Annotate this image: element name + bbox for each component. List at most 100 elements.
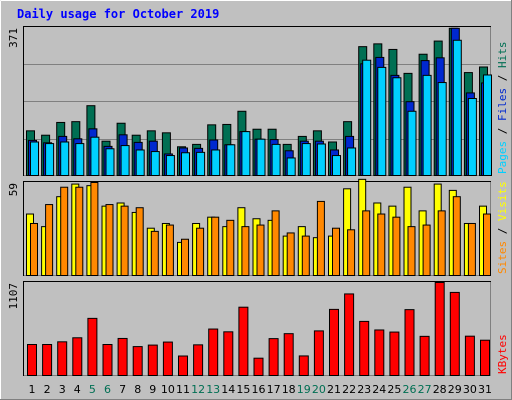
bar-sites-day-27: [422, 224, 431, 277]
legend-item-visits_sites-1: /: [496, 221, 509, 241]
bar-sites-day-24: [377, 213, 386, 276]
bar-pages-day-7: [120, 145, 130, 176]
legend-hits_files_pages: Pages / Files / Hits: [496, 42, 509, 175]
day-label-11: 11: [176, 383, 190, 396]
y-axis-labels: 371 59 1107: [7, 28, 20, 310]
day-label-30: 30: [463, 383, 477, 396]
bar-kbytes-day-24: [374, 329, 385, 376]
day-label-20: 20: [312, 383, 326, 396]
bar-pages-day-24: [377, 66, 387, 176]
bar-kbytes-day-11: [178, 355, 188, 377]
bar-kbytes-day-7: [117, 337, 128, 377]
chart-title: Daily usage for October 2019: [17, 7, 219, 21]
plot-area: [24, 27, 492, 377]
bar-sites-day-12: [196, 227, 205, 277]
bar-pages-day-27: [422, 74, 432, 176]
bar-pages-day-29: [452, 39, 462, 176]
day-label-14: 14: [221, 383, 235, 396]
bar-sites-day-22: [347, 229, 356, 276]
day-label-13: 13: [206, 383, 220, 396]
day-label-19: 19: [297, 383, 311, 396]
legend-item-kbytes-0: KBytes: [496, 334, 509, 374]
bar-sites-day-6: [105, 204, 114, 276]
bar-sites-day-11: [181, 238, 189, 276]
bar-pages-day-5: [90, 136, 100, 177]
bar-pages-day-9: [150, 151, 160, 177]
bar-sites-day-15: [241, 226, 250, 276]
bar-sites-day-7: [120, 205, 129, 277]
bar-sites-day-19: [301, 235, 310, 276]
day-label-1: 1: [29, 383, 36, 396]
bar-sites-day-14: [226, 219, 235, 276]
bar-kbytes-day-12: [193, 344, 204, 376]
bar-pages-day-25: [392, 77, 402, 176]
bar-sites-day-8: [135, 207, 144, 276]
day-label-28: 28: [433, 383, 447, 396]
bar-pages-day-2: [45, 143, 55, 177]
bar-pages-day-4: [75, 143, 85, 177]
bar-sites-day-28: [437, 210, 446, 276]
bar-kbytes-day-30: [464, 335, 475, 376]
bar-pages-day-19: [301, 143, 311, 177]
bar-pages-day-31: [483, 74, 492, 176]
y-max-label-kbytes: 1107: [7, 283, 20, 310]
day-label-25: 25: [387, 383, 401, 396]
bar-pages-day-14: [226, 144, 236, 177]
bar-kbytes-day-14: [223, 331, 234, 376]
day-label-9: 9: [149, 383, 156, 396]
day-label-26: 26: [403, 383, 417, 396]
day-label-2: 2: [44, 383, 51, 396]
legend-visits_sites: Sites / Visits: [496, 181, 509, 274]
day-label-27: 27: [418, 383, 432, 396]
day-label-6: 6: [104, 383, 111, 396]
legend-item-visits_sites-0: Sites: [496, 241, 509, 274]
bar-pages-day-6: [105, 148, 115, 176]
bar-pages-day-12: [196, 151, 206, 176]
day-label-5: 5: [89, 383, 96, 396]
day-label-29: 29: [448, 383, 462, 396]
x-axis-day-labels: 1 2 3 4 5 6 7 8 9 10 11 12 13 14 15 16 17 18 19 20 21 22 23 24 2…: [29, 383, 493, 396]
day-label-8: 8: [134, 383, 141, 396]
day-label-15: 15: [236, 383, 250, 396]
legend-item-visits_sites-2: Visits: [496, 181, 509, 221]
bar-kbytes-day-31: [480, 339, 490, 377]
bar-kbytes-day-8: [132, 346, 143, 377]
bar-pages-day-23: [362, 59, 372, 176]
bar-kbytes-day-29: [449, 291, 460, 376]
bar-pages-day-1: [30, 141, 39, 177]
bar-sites-day-5: [90, 182, 99, 276]
bar-sites-day-30: [467, 222, 476, 276]
bar-sites-day-20: [316, 200, 325, 276]
bar-sites-day-31: [483, 213, 491, 276]
bar-sites-day-26: [407, 226, 416, 276]
bar-pages-day-13: [211, 149, 221, 177]
bar-sites-day-17: [271, 210, 280, 276]
bar-pages-day-28: [437, 82, 447, 176]
bar-pages-day-8: [135, 149, 145, 177]
bar-sites-day-10: [165, 224, 174, 277]
bar-sites-day-13: [211, 216, 220, 276]
day-label-16: 16: [252, 383, 266, 396]
bar-kbytes-day-25: [389, 331, 400, 377]
bar-kbytes-day-3: [57, 341, 68, 376]
bar-sites-day-18: [286, 232, 295, 276]
bar-kbytes-day-9: [147, 344, 158, 376]
bar-pages-day-17: [271, 143, 281, 176]
bar-kbytes-day-10: [162, 341, 173, 377]
bar-kbytes-day-17: [268, 338, 279, 376]
bar-sites-day-4: [75, 186, 84, 277]
bar-kbytes-day-22: [344, 293, 355, 376]
day-label-31: 31: [478, 383, 492, 396]
bar-kbytes-day-26: [404, 309, 415, 376]
day-label-24: 24: [372, 383, 386, 396]
bar-sites-day-23: [362, 210, 371, 276]
bar-kbytes-day-6: [102, 344, 113, 376]
day-label-22: 22: [342, 383, 356, 396]
bar-sites-day-25: [392, 216, 401, 276]
bar-pages-day-30: [467, 98, 477, 176]
bar-pages-day-26: [407, 110, 417, 176]
legend-item-hits_files_pages-3: /: [496, 68, 509, 88]
legends: Pages / Files / Hits Sites / Visits KBytes: [496, 42, 509, 375]
bar-sites-day-16: [256, 224, 265, 277]
bar-kbytes-day-20: [313, 330, 324, 377]
